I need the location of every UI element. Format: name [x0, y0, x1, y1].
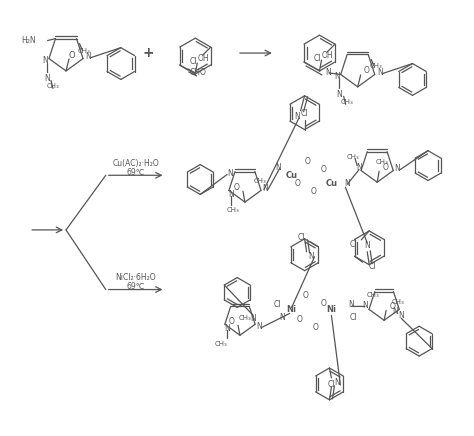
Text: N: N: [377, 68, 383, 77]
Text: +: +: [143, 46, 155, 60]
Text: N: N: [279, 313, 284, 322]
Text: N: N: [398, 311, 404, 320]
Text: N: N: [227, 169, 233, 178]
Text: OH: OH: [197, 54, 209, 62]
Text: Cl: Cl: [274, 300, 282, 309]
Text: N: N: [325, 68, 331, 78]
Text: N: N: [356, 163, 362, 172]
Text: N: N: [44, 74, 50, 83]
Text: N: N: [335, 378, 340, 388]
Text: Cl: Cl: [369, 262, 376, 271]
Text: NiCl₂·6H₂O: NiCl₂·6H₂O: [115, 273, 156, 282]
Text: O: O: [364, 66, 370, 75]
Text: N: N: [392, 307, 398, 316]
Text: N: N: [250, 314, 256, 323]
Text: CH₃: CH₃: [78, 48, 91, 54]
Text: N: N: [336, 90, 342, 99]
Text: N: N: [362, 301, 368, 310]
Text: Cl: Cl: [328, 381, 335, 389]
Text: CH₃: CH₃: [376, 159, 389, 165]
Text: Cl: Cl: [349, 313, 357, 322]
Text: N: N: [365, 241, 370, 250]
Text: N: N: [334, 72, 339, 81]
Text: Cu(AC)₂·H₂O: Cu(AC)₂·H₂O: [112, 159, 159, 168]
Text: N: N: [224, 324, 230, 333]
Text: Cl: Cl: [301, 109, 309, 118]
Text: Cu: Cu: [286, 171, 298, 180]
Text: N: N: [348, 300, 354, 309]
Text: Ni: Ni: [327, 305, 337, 314]
Text: N: N: [256, 322, 262, 331]
Text: CH₃: CH₃: [370, 63, 383, 69]
Text: 69℃: 69℃: [127, 282, 145, 291]
Text: O: O: [303, 291, 309, 300]
Text: N: N: [85, 52, 91, 61]
Text: Cl: Cl: [313, 54, 321, 62]
Text: O: O: [389, 302, 395, 311]
Text: CH₃: CH₃: [340, 99, 353, 106]
Text: N: N: [275, 163, 281, 172]
Text: Cl: Cl: [349, 240, 357, 249]
Text: CH₃: CH₃: [366, 293, 379, 299]
Text: Cl: Cl: [298, 233, 305, 242]
Text: CH₃: CH₃: [392, 299, 405, 304]
Text: O: O: [312, 323, 319, 332]
Text: CHO: CHO: [189, 68, 206, 78]
Text: Ni: Ni: [287, 305, 297, 314]
Text: O: O: [310, 187, 317, 196]
Text: CH₃: CH₃: [254, 178, 266, 184]
Text: O: O: [320, 299, 327, 308]
Text: O: O: [295, 179, 301, 188]
Text: Cl: Cl: [190, 57, 198, 65]
Text: CH₃: CH₃: [46, 83, 59, 89]
Text: N: N: [345, 179, 350, 188]
Text: N: N: [228, 190, 234, 199]
Text: O: O: [297, 315, 302, 324]
Text: H₂N: H₂N: [21, 36, 36, 45]
Text: 69℃: 69℃: [127, 168, 145, 177]
Text: CH₃: CH₃: [347, 153, 359, 160]
Text: O: O: [320, 165, 327, 174]
Text: O: O: [69, 51, 75, 60]
Text: CH₃: CH₃: [215, 341, 227, 347]
Text: N: N: [294, 112, 300, 121]
Text: N: N: [309, 252, 314, 261]
Text: Cu: Cu: [325, 179, 337, 188]
Text: OH: OH: [322, 51, 333, 60]
Text: O: O: [234, 183, 240, 192]
Text: N: N: [394, 164, 400, 173]
Text: O: O: [305, 157, 310, 166]
Text: O: O: [229, 317, 235, 326]
Text: O: O: [382, 163, 388, 172]
Text: N: N: [262, 184, 268, 193]
Text: N: N: [42, 56, 48, 65]
Text: CH₃: CH₃: [239, 315, 252, 321]
Text: CH₃: CH₃: [227, 207, 239, 213]
